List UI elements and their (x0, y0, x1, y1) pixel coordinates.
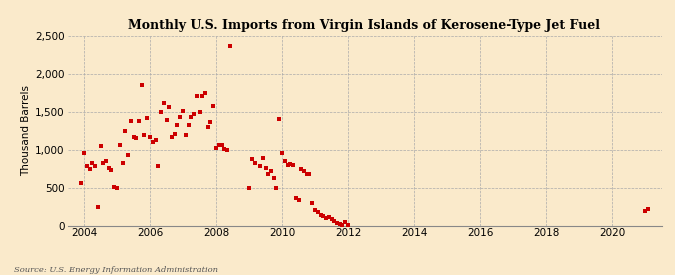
Point (90, 164, 101, 169)
Point (128, 134, 139, 139)
Point (84, 166, 95, 171)
Point (269, 175, 279, 180)
Point (81, 164, 92, 169)
Point (76, 181, 87, 185)
Point (134, 119, 144, 123)
Point (334, 222, 345, 227)
Point (92, 205, 103, 210)
Point (331, 221, 342, 226)
Point (196, 94, 207, 99)
Point (172, 123, 183, 128)
Point (111, 185, 122, 190)
Point (313, 210, 323, 214)
Point (78, 151, 89, 156)
Point (167, 135, 178, 140)
Point (274, 117, 285, 122)
Point (293, 197, 304, 202)
Point (126, 119, 136, 123)
Point (161, 118, 172, 122)
Point (299, 169, 310, 173)
Point (139, 133, 150, 138)
Point (208, 103, 219, 108)
Text: Source: U.S. Energy Information Administration: Source: U.S. Energy Information Administ… (14, 266, 217, 274)
Point (301, 172, 312, 176)
Point (296, 166, 306, 171)
Point (142, 116, 153, 121)
Point (254, 164, 265, 169)
Point (343, 223, 354, 227)
Point (315, 213, 326, 217)
Point (183, 122, 194, 127)
Point (266, 169, 277, 173)
Point (282, 163, 293, 167)
Point (202, 125, 213, 129)
Point (194, 109, 205, 114)
Point (285, 162, 296, 166)
Point (136, 83, 147, 87)
Point (95, 144, 106, 148)
Point (175, 115, 186, 119)
Point (225, 43, 236, 48)
Point (279, 159, 290, 163)
Point (310, 208, 321, 213)
Point (340, 220, 351, 225)
Point (109, 185, 119, 189)
Point (87, 161, 98, 166)
Point (106, 168, 117, 172)
Point (288, 163, 298, 167)
Point (98, 160, 109, 165)
Point (101, 159, 111, 163)
Point (200, 90, 211, 95)
Point (117, 161, 128, 166)
Point (249, 161, 260, 166)
Point (188, 112, 199, 116)
Point (257, 156, 268, 160)
Point (640, 208, 651, 213)
Title: Monthly U.S. Imports from Virgin Islands of Kerosene-Type Jet Fuel: Monthly U.S. Imports from Virgin Islands… (128, 19, 601, 32)
Point (144, 135, 155, 140)
Point (304, 172, 315, 176)
Point (169, 132, 180, 137)
Point (159, 101, 169, 106)
Point (260, 166, 271, 170)
Point (337, 223, 348, 227)
Point (155, 109, 166, 114)
Point (180, 133, 191, 138)
Point (114, 143, 125, 147)
Point (329, 219, 340, 223)
Point (642, 207, 653, 211)
Point (120, 129, 131, 134)
Point (122, 153, 133, 157)
Point (307, 201, 318, 206)
Point (147, 140, 158, 144)
Point (221, 148, 232, 153)
Point (164, 105, 175, 109)
Point (277, 151, 288, 156)
Point (263, 172, 273, 176)
Point (205, 120, 216, 125)
Point (246, 157, 257, 162)
Point (192, 94, 202, 99)
Point (211, 146, 221, 150)
Point (326, 216, 337, 221)
Point (178, 109, 188, 113)
Point (213, 143, 224, 147)
Point (103, 166, 114, 170)
Point (318, 213, 329, 218)
Point (153, 164, 163, 169)
Point (271, 185, 281, 190)
Point (151, 138, 161, 142)
Point (323, 215, 334, 219)
Point (290, 196, 301, 200)
Point (216, 143, 227, 147)
Point (186, 115, 196, 119)
Point (244, 185, 254, 190)
Point (131, 136, 142, 141)
Point (321, 215, 331, 220)
Point (219, 147, 230, 151)
Y-axis label: Thousand Barrels: Thousand Barrels (21, 85, 31, 176)
